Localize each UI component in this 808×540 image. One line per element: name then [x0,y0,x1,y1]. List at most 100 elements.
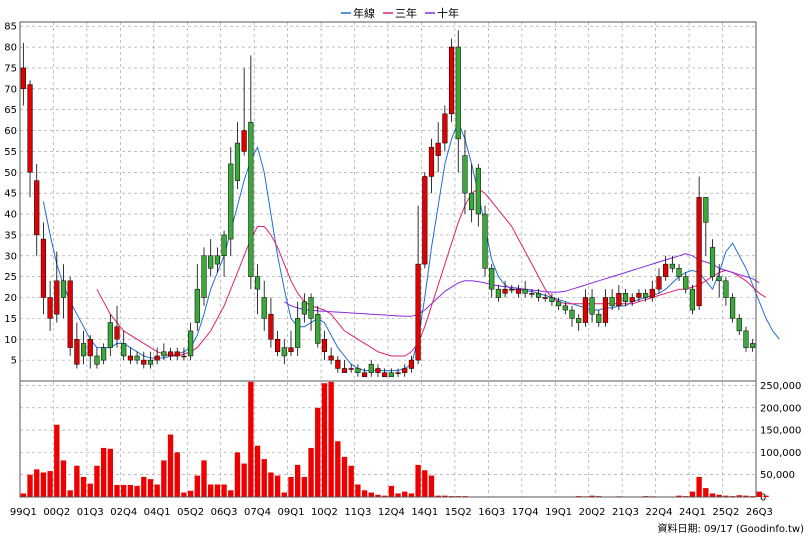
candle-body [602,297,609,323]
candle [522,280,528,298]
x-tick-label: 07Q4 [244,507,271,518]
price-axis: 5 10 15 20 25 30 35 40 45 50 55 60 65 70 75 80 85 [4,22,17,367]
candle-body [408,359,415,369]
candle-body [87,339,93,357]
candle-body [375,368,381,373]
candle-body [629,297,635,302]
volume-bar [696,476,702,497]
candle-body [80,343,87,357]
candle [696,176,702,311]
candle [80,330,87,365]
volume-bar [20,493,27,497]
candle [261,280,267,331]
candle-body [161,351,167,357]
volume-bar [228,490,234,497]
candle [549,293,555,306]
candle-body [689,288,696,311]
volume-bar [54,424,60,497]
candle [676,264,682,281]
volume-bar [221,484,227,497]
candle-body [549,297,555,302]
candle [188,322,194,361]
candle [161,343,167,361]
x-tick-label: 15Q2 [445,507,472,518]
candle-body [328,355,334,361]
candle-body [562,305,568,311]
candle [408,355,415,373]
candle [248,55,254,290]
candle-body [495,288,501,298]
candle [141,351,147,369]
candle [495,284,501,302]
candle-body [743,330,749,348]
volume-tick-label: 200,000 [760,403,801,414]
candle [94,347,100,369]
candle-body [335,359,341,369]
candle-body [288,347,294,353]
volume-bar [676,495,682,497]
volume-tick-label: 50,000 [760,470,795,481]
candle-body [683,276,689,290]
candle-body [475,167,481,215]
candle-body [716,276,722,282]
candle-body [355,368,361,373]
plot-frame [19,21,757,498]
candle [643,289,649,302]
candle-body [301,301,307,315]
candle [34,163,40,256]
candle-body [515,288,522,294]
candle [636,289,642,302]
volume-bar [114,484,120,497]
x-tick-label: 16Q3 [478,507,505,518]
price-tick-label: 45 [4,189,17,200]
volume-bar [261,459,267,497]
candle [569,305,575,327]
candle [602,289,609,327]
volume-bar [288,476,294,497]
candle [502,280,508,298]
candle-body [34,180,40,236]
x-tick-label: 22Q4 [645,507,672,518]
candle [629,293,635,306]
x-tick-label: 04Q1 [144,507,171,518]
candle-body [729,297,736,319]
volume-bar [716,494,722,497]
x-tick-label: 19Q1 [545,507,572,518]
candle [743,326,749,352]
candle [448,38,455,123]
candle-body [415,263,421,361]
x-tick-label: 05Q2 [177,507,204,518]
volume-bar [60,460,67,497]
candle [288,330,294,356]
x-tick-label: 24Q1 [679,507,706,518]
volume-bar [248,381,254,497]
volume-bar [703,488,709,497]
candle [683,272,689,294]
volume-bar [194,475,200,497]
x-tick-label: 20Q2 [579,507,606,518]
candle [402,364,408,377]
candle-body [596,313,602,323]
candle [656,268,662,294]
candle [442,105,448,152]
candle-body [221,234,227,257]
candle [609,289,615,311]
candle [201,247,207,306]
candle [375,364,381,377]
volume-bar [40,472,47,497]
candle-body [622,293,629,302]
volume-bar [335,441,341,497]
candle-body [181,355,187,358]
candle [355,364,361,377]
candle [616,284,622,311]
x-tick-label: 09Q1 [277,507,304,518]
volume-bar [147,479,154,497]
candle [535,289,542,302]
candle [241,67,247,156]
candle-body [368,364,374,373]
legend-label-1: 三年 [395,6,417,20]
volume-bar [47,471,53,497]
volume-bar [388,485,395,497]
volume-bar [435,495,441,497]
candle-body [723,280,729,298]
